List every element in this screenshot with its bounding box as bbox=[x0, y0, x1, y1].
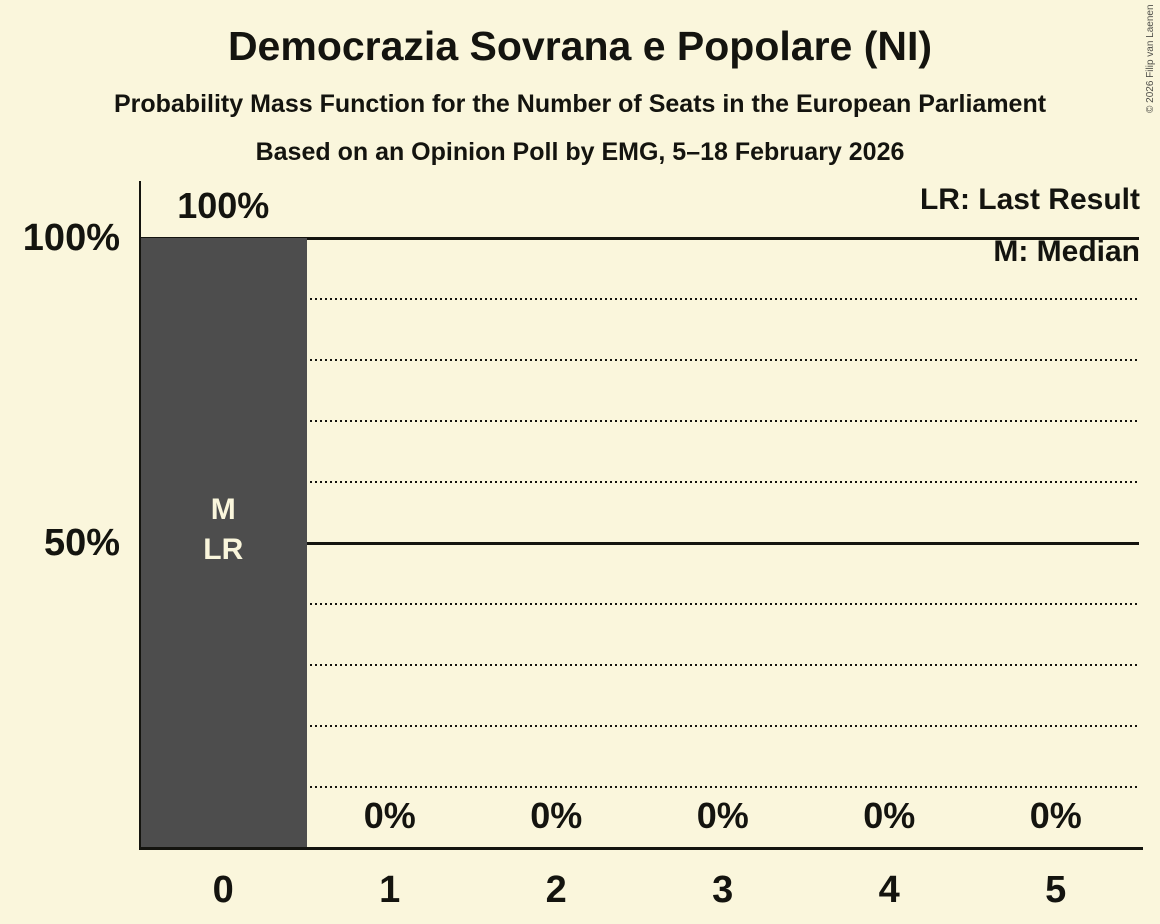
value-label-0: 100% bbox=[177, 185, 270, 226]
x-tick-label-2: 2 bbox=[545, 869, 567, 911]
bar-annotation-median-lastresult: M LR bbox=[140, 490, 307, 570]
gridline-60pct bbox=[140, 481, 1139, 483]
median-marker: M bbox=[210, 493, 236, 526]
value-label-1: 0% bbox=[363, 795, 416, 836]
chart-source-line: Based on an Opinion Poll by EMG, 5–18 Fe… bbox=[255, 138, 905, 166]
y-axis-line bbox=[139, 181, 141, 850]
last-result-marker: LR bbox=[203, 533, 244, 566]
gridline-50pct bbox=[140, 542, 1139, 545]
x-tick-label-1: 1 bbox=[379, 869, 401, 911]
x-tick-label-5: 5 bbox=[1045, 869, 1067, 911]
gridline-40pct bbox=[140, 603, 1139, 605]
gridline-70pct bbox=[140, 420, 1139, 422]
value-label-2: 0% bbox=[530, 795, 583, 836]
gridline-80pct bbox=[140, 359, 1139, 361]
chart-subtitle: Probability Mass Function for the Number… bbox=[113, 90, 1047, 118]
bar-seats-0 bbox=[140, 238, 307, 848]
chart-title: Democrazia Sovrana e Popolare (NI) bbox=[227, 23, 933, 69]
y-tick-label-50: 50% bbox=[43, 522, 120, 564]
legend-median: M: Median bbox=[993, 235, 1140, 268]
gridline-20pct bbox=[140, 725, 1139, 727]
value-label-5: 0% bbox=[1029, 795, 1082, 836]
copyright-notice: © 2026 Filip van Laenen bbox=[1145, 4, 1156, 113]
y-tick-label-100: 100% bbox=[22, 217, 120, 259]
gridline-10pct bbox=[140, 786, 1139, 788]
legend-last-result: LR: Last Result bbox=[919, 183, 1140, 216]
x-tick-label-3: 3 bbox=[712, 869, 734, 911]
x-tick-label-0: 0 bbox=[212, 869, 234, 911]
gridline-90pct bbox=[140, 298, 1139, 300]
value-label-4: 0% bbox=[863, 795, 916, 836]
gridline-100pct bbox=[140, 237, 1139, 240]
x-tick-label-4: 4 bbox=[878, 869, 900, 911]
x-axis-line bbox=[139, 847, 1143, 850]
value-label-3: 0% bbox=[696, 795, 749, 836]
gridline-30pct bbox=[140, 664, 1139, 666]
